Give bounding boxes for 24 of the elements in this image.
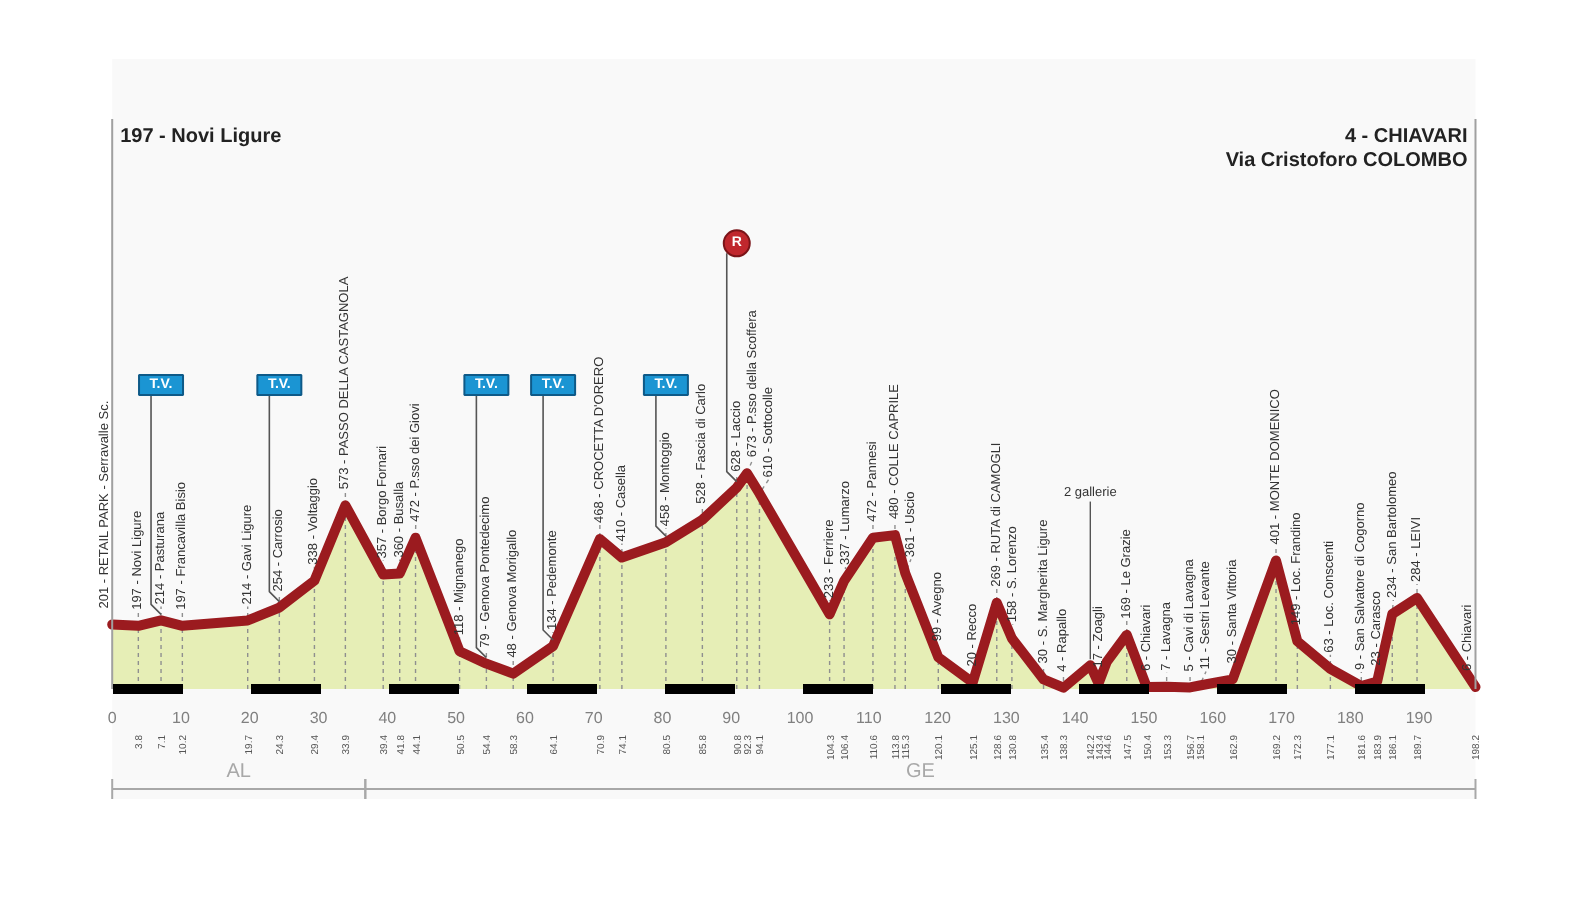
x-tick-label: 140 — [1061, 709, 1090, 727]
x-tick-label: 60 — [516, 709, 535, 727]
x-tick-label: 20 — [240, 709, 260, 727]
x-tick-label: 160 — [1199, 709, 1228, 727]
x-tick-label: 150 — [1130, 709, 1159, 727]
x-tick-label: 120 — [924, 709, 953, 727]
x-tick-label: 40 — [378, 709, 398, 727]
x-tick-label: 90 — [722, 709, 742, 727]
x-tick-label: 80 — [653, 709, 673, 727]
x-tick-label: 100 — [786, 709, 815, 727]
x-tick-label: 170 — [1268, 709, 1296, 727]
x-tick-label: 180 — [1336, 709, 1365, 727]
ref-line-label: 4 - CHIAVARI Via Cristoforo COLOMBO — [1225, 126, 1468, 172]
ref-line-label: 197 - Novi Ligure — [120, 126, 283, 148]
x-tick-label: 190 — [1405, 709, 1434, 727]
band-label: GE — [905, 761, 936, 783]
x-tick-label: 10 — [172, 709, 191, 727]
x-tick-label: 110 — [856, 709, 883, 727]
x-tick-label: 50 — [447, 709, 467, 727]
x-tick-label: 30 — [309, 709, 329, 727]
x-tick-label: 0 — [107, 709, 118, 727]
band-label: AL — [226, 761, 252, 783]
x-tick-label: 130 — [993, 709, 1021, 727]
x-tick-label: 70 — [584, 709, 604, 727]
